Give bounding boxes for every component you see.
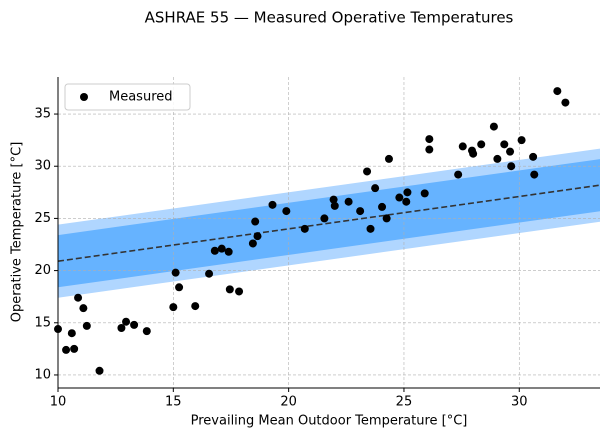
data-point — [420, 189, 429, 198]
data-point — [344, 197, 353, 206]
y-axis-label: Operative Temperature [°C] — [10, 142, 25, 323]
data-point — [122, 317, 131, 326]
data-point — [70, 344, 79, 353]
data-point — [268, 200, 277, 209]
data-point — [382, 214, 391, 223]
data-point — [366, 224, 375, 233]
data-point — [74, 293, 83, 302]
data-point — [506, 147, 515, 156]
data-point — [282, 207, 291, 216]
x-tick-label: 15 — [165, 395, 182, 410]
data-point — [403, 188, 412, 197]
data-point — [117, 323, 126, 332]
data-point — [425, 145, 434, 154]
y-tick-label: 20 — [34, 263, 51, 278]
data-point — [363, 167, 372, 176]
data-point — [395, 193, 404, 202]
y-tick-label: 30 — [34, 159, 51, 174]
y-tick-label: 10 — [34, 367, 51, 382]
data-point — [142, 327, 151, 336]
data-point — [320, 214, 329, 223]
data-point — [507, 162, 516, 171]
chart-title: ASHRAE 55 — Measured Operative Temperatu… — [145, 9, 514, 27]
legend-marker — [80, 93, 88, 101]
data-point — [251, 217, 260, 226]
data-point — [561, 98, 570, 107]
data-point — [300, 224, 309, 233]
x-tick-label: 25 — [396, 395, 413, 410]
data-point — [402, 197, 411, 206]
comfort-line — [57, 184, 601, 262]
y-tick-label: 15 — [34, 315, 51, 330]
data-point — [425, 135, 434, 144]
data-point — [329, 195, 338, 204]
data-point — [378, 202, 387, 211]
data-point — [454, 170, 463, 179]
legend-box — [64, 83, 191, 111]
data-point — [191, 302, 200, 311]
data-point — [67, 329, 76, 338]
data-point — [95, 366, 104, 375]
data-point — [371, 184, 380, 193]
data-point — [175, 283, 184, 292]
x-tick-label: 30 — [511, 395, 528, 410]
data-point — [130, 320, 139, 329]
data-point — [210, 246, 219, 255]
data-point — [62, 345, 71, 354]
data-point — [356, 207, 365, 216]
data-point — [253, 232, 262, 241]
data-point — [225, 285, 234, 294]
x-tick-label: 20 — [280, 395, 297, 410]
data-point — [171, 268, 180, 277]
data-point — [469, 149, 478, 158]
data-point — [217, 244, 226, 253]
data-point — [517, 136, 526, 145]
data-point — [54, 325, 62, 334]
data-point — [384, 154, 393, 163]
data-point — [529, 152, 538, 161]
data-point — [477, 140, 486, 149]
y-tick-label: 35 — [34, 107, 51, 122]
data-point — [82, 321, 91, 330]
y-tick-label: 25 — [34, 211, 51, 226]
data-point — [79, 304, 88, 313]
legend-label: Measured — [109, 90, 173, 105]
data-point — [205, 269, 214, 278]
data-point — [458, 142, 467, 151]
data-point — [500, 140, 509, 149]
data-point — [530, 170, 539, 179]
data-point — [553, 87, 562, 96]
data-point — [169, 303, 178, 312]
data-point — [248, 239, 257, 248]
data-point — [493, 154, 502, 163]
data-point — [235, 287, 244, 296]
data-point — [224, 247, 233, 256]
x-axis-label: Prevailing Mean Outdoor Temperature [°C] — [191, 414, 468, 429]
x-tick-label: 10 — [50, 395, 67, 410]
data-point — [330, 201, 339, 210]
data-point — [489, 122, 498, 131]
